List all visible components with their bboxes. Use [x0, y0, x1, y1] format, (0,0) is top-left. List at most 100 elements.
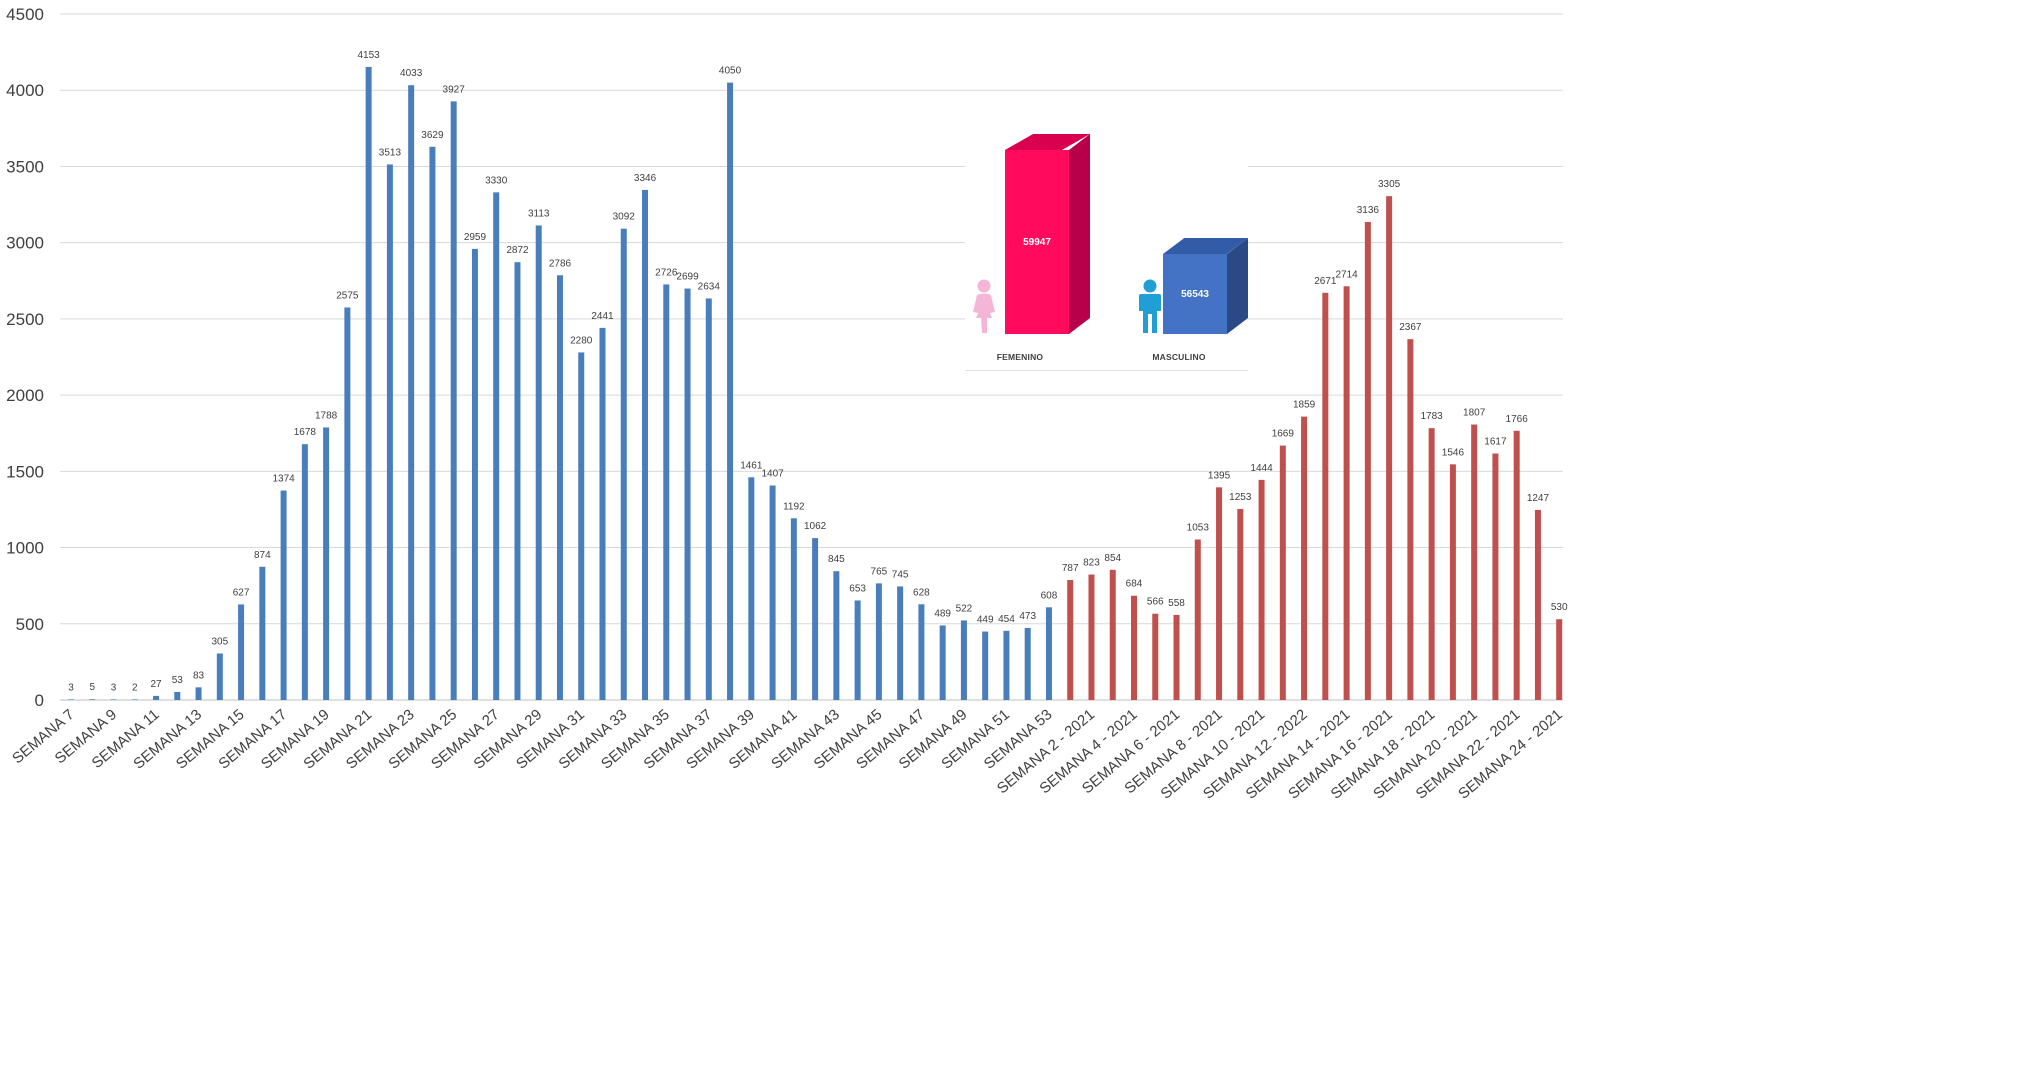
- bar: [769, 485, 776, 700]
- female-box-side: [1069, 134, 1090, 334]
- bar-value-label: 1253: [1229, 492, 1252, 503]
- bar-value-label: 1444: [1250, 463, 1273, 474]
- bar-value-label: 27: [150, 679, 162, 690]
- bar-value-label: 1247: [1527, 493, 1550, 504]
- bar-value-label: 765: [871, 566, 888, 577]
- bar: [705, 298, 712, 700]
- bar: [68, 699, 74, 700]
- female-box-front: 59947: [1005, 150, 1069, 334]
- bar: [216, 653, 223, 700]
- bar: [960, 620, 967, 700]
- male-label: MASCULINO: [1152, 352, 1206, 362]
- bar-value-label: 473: [1019, 611, 1036, 622]
- bar-value-label: 305: [211, 637, 228, 648]
- bar: [812, 538, 819, 700]
- bar-value-label: 5: [89, 682, 95, 693]
- bar-value-label: 653: [849, 583, 866, 594]
- y-tick-label: 2000: [6, 386, 44, 405]
- bar: [1428, 428, 1435, 700]
- bar-value-label: 1374: [272, 474, 295, 485]
- bar: [1534, 509, 1541, 700]
- bar-value-label: 566: [1147, 597, 1164, 608]
- bar: [386, 164, 393, 701]
- bar: [1492, 453, 1499, 700]
- bar-value-label: 1788: [315, 410, 338, 421]
- bar: [1067, 580, 1074, 700]
- bar: [875, 583, 882, 700]
- bar: [578, 352, 585, 700]
- bar: [195, 687, 202, 700]
- bar: [365, 66, 372, 701]
- bar-value-label: 4050: [719, 66, 742, 77]
- bar-value-label: 608: [1041, 590, 1058, 601]
- bar: [1471, 424, 1478, 700]
- y-tick-label: 1500: [6, 462, 44, 481]
- bar: [471, 248, 478, 701]
- bar: [620, 228, 627, 700]
- bar-value-label: 1617: [1484, 436, 1507, 447]
- bar: [833, 571, 840, 700]
- bar: [110, 699, 117, 700]
- bar: [1194, 539, 1201, 700]
- bar-value-label: 684: [1126, 579, 1143, 590]
- bar-value-label: 3513: [379, 147, 402, 158]
- bar: [1279, 445, 1286, 700]
- bar-value-label: 1859: [1293, 400, 1316, 411]
- bar-value-label: 2872: [506, 245, 529, 256]
- bar-value-label: 4033: [400, 68, 423, 79]
- bar: [1364, 221, 1371, 701]
- bar-value-label: 1783: [1421, 411, 1444, 422]
- bar: [748, 477, 755, 700]
- y-tick-label: 2500: [6, 310, 44, 329]
- bar: [1173, 614, 1180, 700]
- male-box-top: [1163, 238, 1248, 254]
- bar-value-label: 2634: [698, 281, 721, 292]
- male-box-side: [1227, 238, 1248, 334]
- bar-value-label: 627: [233, 587, 250, 598]
- bar-value-labels: 3 5 3 2 27 53 83305627874137416781788257541533…: [68, 50, 1568, 694]
- y-axis: 0 500 1000 1500 2000 2500 3000 3500 4000 4500: [6, 5, 44, 710]
- inset-baseline: [965, 370, 1248, 371]
- bar: [1513, 430, 1520, 700]
- bar-value-label: 2714: [1335, 269, 1358, 280]
- bar-value-label: 1192: [783, 501, 805, 512]
- bar-value-label: 3927: [443, 84, 466, 95]
- bar-value-label: 1395: [1208, 470, 1231, 481]
- bar-value-label: 2367: [1399, 322, 1422, 333]
- bar: [514, 262, 521, 700]
- bar: [344, 307, 351, 700]
- bar: [1449, 464, 1456, 700]
- bar: [408, 85, 415, 701]
- bar: [131, 699, 138, 700]
- bar-value-label: 3346: [634, 173, 657, 184]
- bar-value-label: 3092: [613, 212, 636, 223]
- y-tick-label: 500: [16, 615, 44, 634]
- y-tick-label: 0: [35, 691, 44, 710]
- bars: [68, 66, 1563, 701]
- bar: [918, 604, 925, 700]
- bar-value-label: 530: [1551, 602, 1568, 613]
- y-tick-label: 3000: [6, 234, 44, 253]
- bar-value-label: 1053: [1187, 522, 1210, 533]
- bar: [684, 288, 691, 700]
- bar: [1109, 569, 1116, 700]
- bar-value-label: 2699: [676, 272, 699, 283]
- bar-value-label: 83: [193, 670, 205, 681]
- bar: [556, 275, 563, 700]
- bar: [982, 631, 989, 700]
- bar-value-label: 3: [111, 682, 117, 693]
- bar: [1386, 196, 1393, 700]
- bar: [535, 225, 542, 701]
- bar: [1131, 595, 1137, 700]
- bar: [493, 192, 500, 701]
- bar-value-label: 449: [977, 615, 994, 626]
- gridlines: [60, 13, 1563, 701]
- gender-inset: 59947 56543 FEMENINO MASCULINO: [965, 130, 1248, 374]
- female-label: FEMENINO: [996, 352, 1044, 362]
- y-tick-label: 1000: [6, 539, 44, 558]
- bar: [1322, 292, 1329, 700]
- bar: [1343, 286, 1350, 700]
- y-tick-label: 4500: [6, 5, 44, 24]
- bar: [323, 427, 330, 700]
